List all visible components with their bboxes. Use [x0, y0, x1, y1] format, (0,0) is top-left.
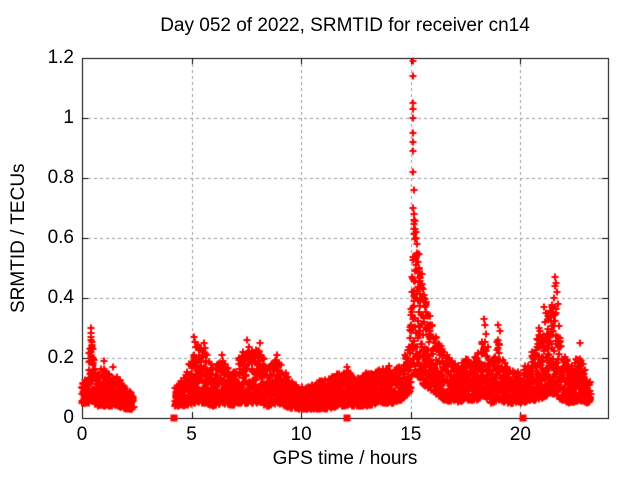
y-tick-label: 1 — [63, 107, 74, 128]
x-tick-label: 10 — [290, 424, 312, 445]
x-tick-label: 15 — [400, 424, 422, 445]
y-tick-label: 0.8 — [47, 167, 74, 188]
y-tick-label: 1.2 — [47, 47, 74, 68]
chart-title: Day 052 of 2022, SRMTID for receiver cn1… — [160, 15, 530, 36]
x-tick-label: 20 — [509, 424, 531, 445]
x-axis-label: GPS time / hours — [272, 448, 418, 469]
y-tick-label: 0 — [63, 407, 74, 428]
x-tick-label: 5 — [186, 424, 197, 445]
y-tick-label: 0.2 — [47, 347, 74, 368]
y-tick-label: 0.6 — [47, 227, 74, 248]
y-tick-label: 0.4 — [47, 287, 74, 308]
x-tick-label: 0 — [76, 424, 88, 445]
